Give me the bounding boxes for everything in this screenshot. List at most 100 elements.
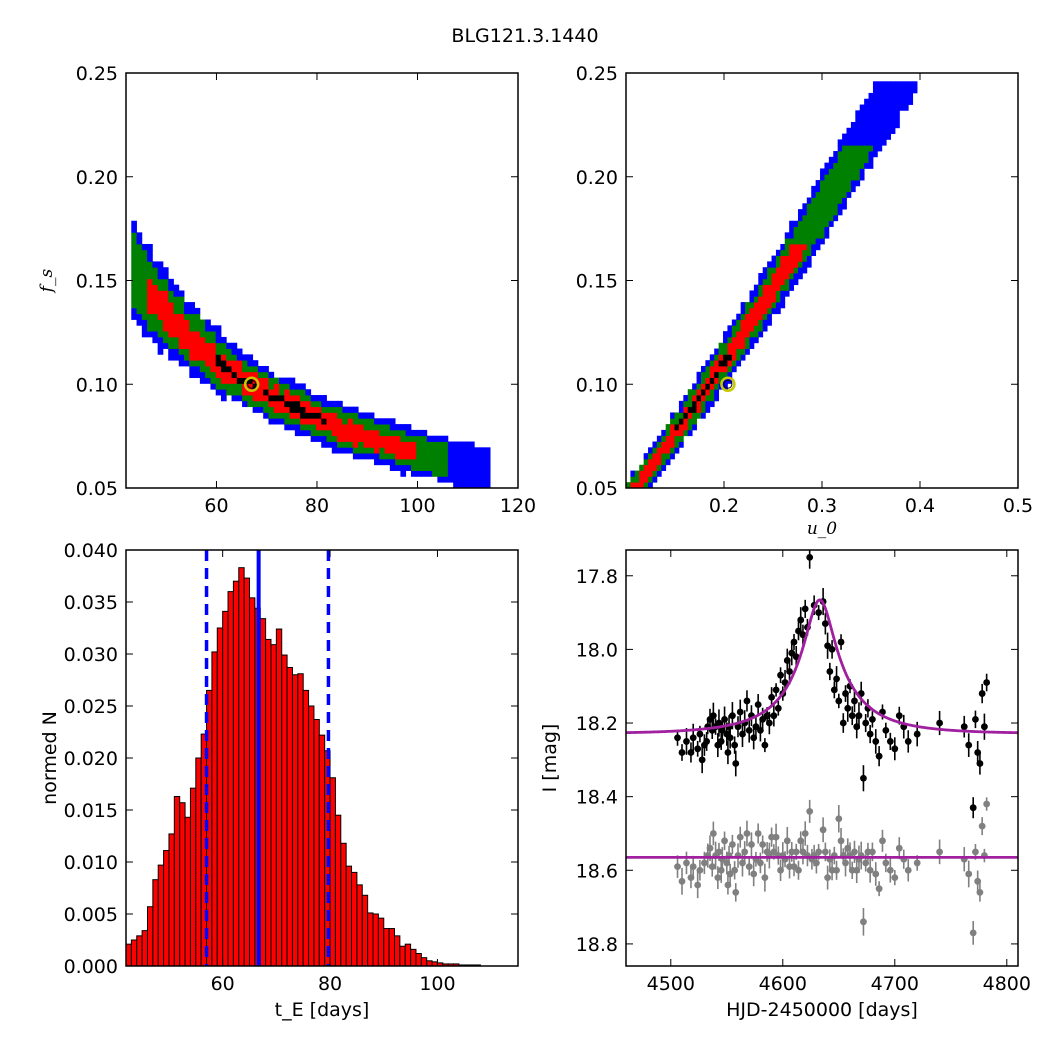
x-tick-label: 0.2: [709, 495, 739, 517]
posterior-cell-level-2: [731, 348, 737, 355]
posterior-cell-level-0: [236, 354, 243, 361]
posterior-cell-level-2: [643, 464, 649, 471]
posterior-cell-level-2: [687, 412, 693, 419]
posterior-cell-level-0: [268, 371, 275, 379]
posterior-cell-level-0: [426, 470, 433, 477]
x-axis-label: u_0: [807, 519, 837, 539]
posterior-cell-level-0: [469, 458, 475, 466]
posterior-cell-level-1: [263, 406, 269, 413]
data-point: [913, 730, 921, 738]
posterior-cell-level-1: [828, 197, 834, 204]
posterior-cell-level-2: [352, 441, 359, 448]
posterior-cell-level-1: [837, 168, 843, 175]
posterior-cell-level-0: [868, 92, 874, 100]
data-point: [783, 837, 791, 845]
posterior-cell-level-1: [358, 447, 364, 454]
posterior-cell-level-2: [389, 447, 396, 454]
posterior-cell-level-0: [652, 441, 658, 448]
posterior-cell-level-1: [820, 191, 825, 198]
posterior-cell-level-1: [820, 180, 825, 187]
posterior-cell-level-0: [131, 226, 137, 233]
posterior-cell-level-2: [205, 342, 211, 349]
posterior-cell-level-3: [687, 406, 693, 413]
posterior-cell-level-1: [850, 145, 856, 152]
y-tick-label: 18.0: [576, 639, 618, 661]
posterior-cell-level-2: [784, 267, 790, 274]
posterior-cell-level-0: [833, 156, 839, 164]
data-point: [842, 859, 849, 867]
posterior-cell-level-1: [842, 180, 847, 187]
posterior-cell-level-2: [648, 470, 653, 477]
posterior-cell-level-0: [458, 476, 465, 483]
posterior-cell-level-2: [745, 331, 750, 338]
posterior-cell-level-0: [294, 429, 301, 437]
posterior-cell-level-1: [410, 458, 417, 466]
posterior-cell-level-1: [157, 325, 164, 332]
data-point: [821, 848, 829, 856]
posterior-cell-level-0: [731, 365, 737, 373]
posterior-cell-level-2: [793, 255, 799, 262]
posterior-cell-level-1: [141, 255, 148, 262]
posterior-cell-level-0: [868, 98, 874, 105]
data-point: [790, 863, 798, 871]
y-axis-label: I [mag]: [539, 724, 561, 793]
posterior-cell-level-1: [723, 342, 728, 349]
posterior-cell-level-2: [310, 418, 317, 425]
posterior-cell-level-0: [824, 232, 830, 239]
histogram-bar: [302, 689, 310, 967]
posterior-cell-level-1: [379, 453, 385, 460]
posterior-cell-level-0: [736, 360, 742, 367]
posterior-cell-level-1: [300, 424, 306, 431]
posterior-cell-level-0: [173, 290, 180, 297]
posterior-cell-level-2: [331, 418, 338, 425]
posterior-cell-level-3: [294, 406, 301, 413]
posterior-cell-level-0: [199, 371, 206, 379]
posterior-cell-level-2: [257, 383, 264, 390]
data-point: [837, 837, 845, 845]
posterior-cell-level-0: [797, 267, 803, 274]
posterior-cell-level-1: [846, 180, 852, 187]
posterior-cell-level-0: [374, 453, 380, 460]
posterior-cell-level-1: [374, 424, 380, 431]
data-point: [741, 848, 749, 856]
posterior-cell-level-3: [705, 383, 711, 390]
posterior-cell-level-1: [696, 412, 702, 419]
posterior-cell-level-0: [315, 395, 322, 402]
posterior-cell-level-2: [358, 424, 364, 431]
posterior-cell-level-0: [474, 464, 480, 471]
posterior-cell-level-0: [859, 168, 865, 175]
posterior-cell-level-0: [877, 121, 883, 129]
posterior-cell-level-0: [157, 267, 164, 274]
posterior-cell-level-2: [189, 348, 195, 355]
posterior-cell-level-1: [400, 435, 407, 442]
data-point: [821, 620, 829, 628]
posterior-cell-level-2: [758, 302, 764, 309]
histogram-bar: [168, 833, 175, 967]
posterior-cell-level-0: [890, 81, 896, 88]
posterior-cell-level-2: [220, 354, 227, 361]
posterior-cell-level-0: [305, 429, 312, 437]
data-point: [851, 697, 858, 705]
posterior-cell-level-2: [727, 360, 733, 367]
posterior-cell-level-0: [833, 151, 839, 158]
posterior-cell-level-1: [131, 273, 137, 280]
posterior-cell-level-0: [793, 278, 799, 286]
posterior-cell-level-2: [656, 453, 662, 460]
posterior-cell-level-1: [416, 453, 422, 460]
posterior-cell-level-0: [315, 435, 322, 442]
posterior-cell-level-2: [670, 424, 675, 431]
posterior-cell-level-0: [895, 121, 900, 129]
posterior-cell-level-0: [400, 424, 407, 431]
posterior-cell-level-0: [868, 121, 874, 129]
posterior-cell-level-0: [837, 209, 843, 216]
posterior-cell-level-2: [242, 389, 248, 396]
posterior-cell-level-2: [389, 435, 396, 442]
posterior-cell-level-0: [337, 447, 343, 454]
posterior-cell-level-1: [131, 267, 137, 274]
data-point: [882, 726, 890, 734]
posterior-cell-level-0: [895, 98, 900, 105]
posterior-cell-level-2: [263, 395, 269, 402]
posterior-cell-level-1: [806, 243, 812, 251]
posterior-cell-level-2: [236, 365, 243, 373]
posterior-cell-level-0: [855, 133, 861, 140]
